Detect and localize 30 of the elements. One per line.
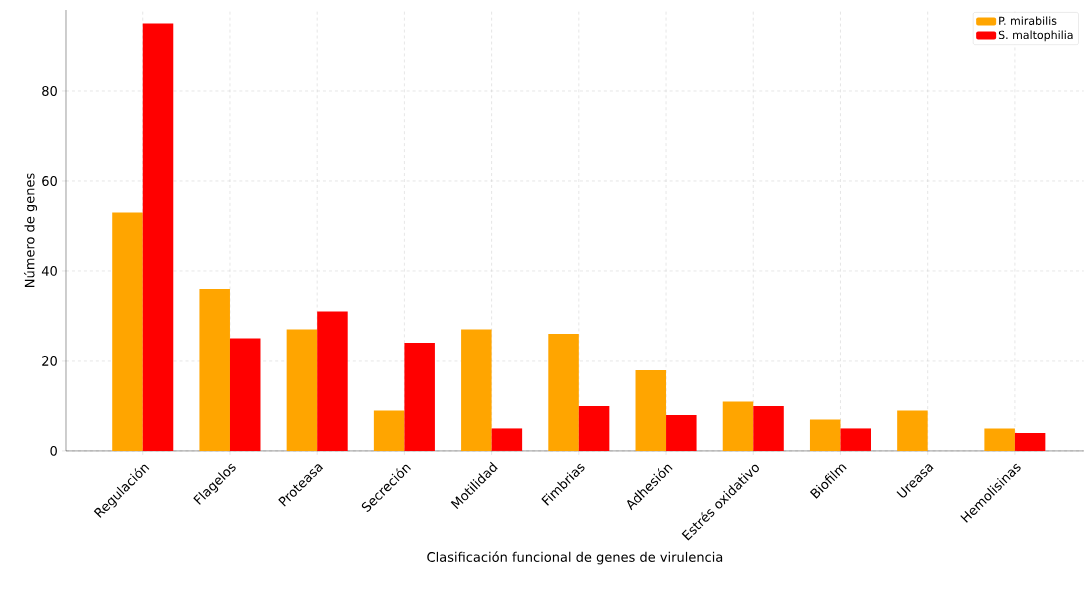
bar <box>635 369 667 451</box>
bar <box>112 212 143 451</box>
legend-label: S. maltophilia <box>998 30 1073 42</box>
bar <box>404 342 435 451</box>
bar <box>722 401 754 451</box>
bar <box>840 428 871 451</box>
legend-label: P. mirabilis <box>999 16 1057 25</box>
bar <box>142 23 174 451</box>
bar <box>578 405 610 451</box>
bar <box>317 311 348 451</box>
bar <box>229 338 261 451</box>
bar <box>753 405 784 451</box>
y-axis-title: Número de genes <box>23 173 38 287</box>
bar <box>809 419 841 451</box>
y-tick-label: 80 <box>42 86 57 96</box>
y-tick-label: 20 <box>42 356 57 366</box>
bar <box>666 414 697 451</box>
bar <box>491 428 523 451</box>
bar <box>199 289 230 451</box>
y-tick-label: 0 <box>50 446 57 456</box>
bar <box>897 410 928 451</box>
bar <box>373 410 405 451</box>
x-axis-title: Clasificación funcional de genes de virulencia <box>427 551 723 565</box>
bar <box>548 333 579 451</box>
bar <box>1014 432 1046 451</box>
y-tick-label: 40 <box>41 266 57 276</box>
bar <box>984 428 1015 451</box>
bar <box>286 329 318 451</box>
bar <box>461 329 492 451</box>
y-tick-label: 60 <box>42 176 57 186</box>
